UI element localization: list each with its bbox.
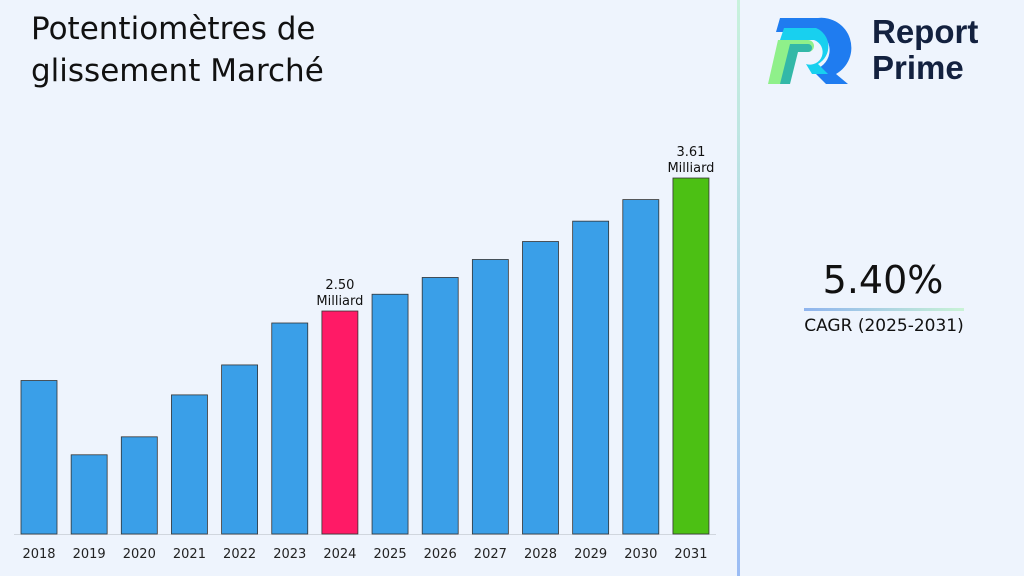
bar-2023 — [271, 322, 309, 535]
cagr-label: CAGR (2025-2031) — [804, 316, 964, 336]
cagr-value: 5.40% — [822, 258, 944, 302]
x-tick-label: 2024 — [323, 547, 356, 562]
bar-2027 — [471, 259, 509, 535]
x-tick-label: 2022 — [223, 547, 256, 562]
brand-line-1: Report — [872, 13, 979, 50]
data-label-2024: 2.50 — [325, 278, 354, 293]
cagr-underline — [804, 308, 964, 311]
data-label-2031: 3.61 — [676, 145, 705, 160]
bar-2022 — [221, 364, 259, 535]
data-label-2024: Milliard — [316, 294, 363, 309]
x-tick-label: 2020 — [123, 547, 156, 562]
x-tick-label: 2023 — [273, 547, 306, 562]
bar-chart: 2018 2019 2020 2021 2022 2023 20242.50Milliard… — [14, 145, 716, 562]
report-prime-logo-icon — [768, 17, 852, 84]
x-tick-label: 2028 — [524, 547, 557, 562]
x-tick-label: 2031 — [674, 547, 707, 562]
bar-2021 — [171, 394, 208, 535]
x-tick-label: 2026 — [424, 547, 457, 562]
x-tick-label: 2021 — [173, 547, 206, 562]
bar-2018 — [20, 380, 58, 535]
x-tick-label: 2027 — [474, 547, 507, 562]
bar-2028 — [522, 241, 559, 535]
x-tick-label: 2030 — [624, 547, 657, 562]
brand-name: Report Prime — [872, 14, 978, 86]
brand-line-2: Prime — [872, 49, 964, 86]
divider — [737, 0, 740, 576]
x-tick-label: 2018 — [22, 547, 55, 562]
data-label-2031: Milliard — [667, 161, 714, 176]
bar-2019 — [70, 454, 108, 535]
bar-2025 — [371, 293, 409, 535]
bar-2029 — [572, 220, 610, 535]
x-tick-label: 2019 — [73, 547, 106, 562]
bar-2031 — [672, 177, 710, 535]
x-tick-label: 2025 — [374, 547, 407, 562]
x-tick-label: 2029 — [574, 547, 607, 562]
bar-2024 — [321, 310, 359, 535]
bar-2030 — [622, 199, 660, 535]
chart-title: Potentiomètres de glissement Marché — [31, 11, 324, 89]
bar-2020 — [120, 436, 158, 535]
bar-2026 — [421, 277, 459, 535]
